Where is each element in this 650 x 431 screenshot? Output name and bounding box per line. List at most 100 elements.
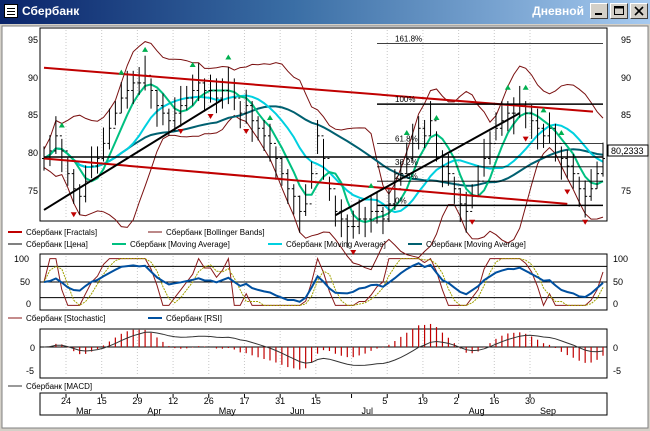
uptrend-line bbox=[43, 98, 223, 211]
oscillator-y-axis: 100 50 0 100 50 0 bbox=[14, 254, 628, 309]
time-month-label: Jun bbox=[290, 406, 305, 416]
price-panel[interactable] bbox=[39, 27, 608, 222]
time-day-label: 16 bbox=[489, 396, 499, 406]
fractal-up-marker bbox=[58, 122, 65, 128]
fractal-down-marker bbox=[564, 189, 571, 195]
fibonacci-label: 0% bbox=[395, 196, 407, 205]
fractal-down-marker bbox=[522, 136, 529, 142]
fractal-up-marker bbox=[266, 114, 273, 120]
minimize-icon bbox=[595, 13, 602, 15]
legend-label: Сбербанк [Fractals] bbox=[26, 228, 97, 237]
time-month-label: May bbox=[219, 406, 237, 416]
y-tick: 95 bbox=[621, 35, 631, 45]
time-day-label: 17 bbox=[239, 396, 249, 406]
price-chart: 161.8% 100% 61.8% 38.2% 23.6% 0% bbox=[42, 35, 605, 271]
y-tick: -5 bbox=[613, 366, 621, 376]
stochastic-signal-line bbox=[43, 258, 604, 307]
fractal-down-marker bbox=[469, 219, 476, 225]
close-icon bbox=[634, 6, 644, 16]
support-trendline bbox=[43, 157, 568, 205]
current-price-label: 80,2333 bbox=[611, 146, 644, 156]
fractal-up-marker bbox=[504, 84, 511, 90]
y-tick: 100 bbox=[613, 254, 628, 264]
fractal-up-marker bbox=[403, 130, 410, 136]
fractal-down-marker bbox=[350, 250, 357, 256]
y-tick: 85 bbox=[621, 110, 631, 120]
y-tick: 50 bbox=[20, 277, 30, 287]
y-tick: 85 bbox=[28, 110, 38, 120]
time-month-label: Apr bbox=[147, 406, 161, 416]
price-legend: Сбербанк [Fractals] Сбербанк [Bollinger … bbox=[8, 228, 526, 249]
fractal-down-marker bbox=[207, 113, 214, 119]
y-tick: 0 bbox=[613, 343, 618, 353]
legend-label: Сбербанк [Stochastic] bbox=[26, 314, 106, 323]
uptrend-line-2 bbox=[334, 112, 521, 217]
maximize-button[interactable] bbox=[610, 3, 628, 19]
close-button[interactable] bbox=[630, 3, 648, 19]
y-tick: 0 bbox=[30, 343, 35, 353]
time-month-label: Jul bbox=[362, 406, 374, 416]
fractal-up-marker bbox=[433, 114, 440, 120]
rsi-line bbox=[43, 262, 604, 303]
bollinger-upper-line bbox=[43, 41, 604, 196]
fractal-down-marker bbox=[582, 219, 589, 225]
y-tick: 100 bbox=[14, 254, 29, 264]
minimize-button[interactable] bbox=[590, 3, 608, 19]
current-price-box bbox=[607, 144, 649, 157]
time-day-label: 31 bbox=[275, 396, 285, 406]
time-day-label: 30 bbox=[525, 396, 535, 406]
fractal-down-marker bbox=[243, 129, 250, 135]
fractal-up-marker bbox=[142, 46, 149, 52]
y-tick: 80 bbox=[28, 148, 38, 158]
fractal-up-marker bbox=[225, 54, 232, 60]
fractal-up-marker bbox=[540, 107, 547, 113]
macd-legend: Сбербанк [MACD] bbox=[8, 382, 92, 391]
fibonacci-label: 61.8% bbox=[395, 134, 418, 143]
fractal-up-marker bbox=[368, 182, 375, 188]
time-day-label: 24 bbox=[61, 396, 71, 406]
oscillator-legend: Сбербанк [Stochastic] Сбербанк [RSI] bbox=[8, 314, 222, 323]
fibonacci-label: 23.6% bbox=[395, 172, 418, 181]
fractal-down-marker bbox=[177, 129, 184, 135]
time-axis bbox=[39, 392, 608, 416]
macd-panel[interactable] bbox=[39, 328, 608, 379]
period-label: Дневной bbox=[532, 4, 584, 18]
legend-label: Сбербанк [RSI] bbox=[166, 314, 222, 323]
fractal-up-marker bbox=[558, 130, 565, 136]
fractal-up-marker bbox=[522, 84, 529, 90]
macd-line bbox=[43, 331, 604, 366]
time-day-label: 2 bbox=[454, 396, 459, 406]
y-tick: 75 bbox=[28, 186, 38, 196]
legend-label: Сбербанк [MACD] bbox=[26, 382, 92, 391]
y-tick: 0 bbox=[613, 299, 618, 309]
legend-label: Сбербанк [Bollinger Bands] bbox=[166, 228, 265, 237]
legend-label: Сбербанк [Moving Average] bbox=[426, 240, 526, 249]
window-app-icon[interactable] bbox=[4, 4, 18, 18]
bollinger-lower-line bbox=[43, 114, 604, 271]
fibonacci-label: 38.2% bbox=[395, 158, 418, 167]
time-day-label: 15 bbox=[311, 396, 321, 406]
fractal-down-marker bbox=[70, 212, 77, 218]
time-day-label: 5 bbox=[382, 396, 387, 406]
fibonacci-label: 161.8% bbox=[395, 35, 422, 44]
oscillator-chart bbox=[40, 256, 607, 307]
time-day-label: 12 bbox=[168, 396, 178, 406]
y-tick: -5 bbox=[26, 366, 34, 376]
chart-area[interactable]: 161.8% 100% 61.8% 38.2% 23.6% 0% 95 90 85 80 … bbox=[0, 24, 650, 431]
y-tick: 90 bbox=[621, 73, 631, 83]
y-tick: 90 bbox=[28, 73, 38, 83]
y-tick: 50 bbox=[613, 277, 623, 287]
maximize-icon bbox=[614, 6, 624, 15]
window-title: Сбербанк bbox=[22, 4, 80, 18]
y-tick: 95 bbox=[28, 35, 38, 45]
time-month-label: Sep bbox=[540, 406, 556, 416]
y-tick: 0 bbox=[26, 299, 31, 309]
time-day-label: 29 bbox=[132, 396, 142, 406]
title-bar[interactable]: Сбербанк Дневной bbox=[0, 0, 650, 24]
time-day-label: 15 bbox=[97, 396, 107, 406]
moving-average-long-line bbox=[43, 105, 604, 187]
fractal-up-marker bbox=[189, 62, 196, 68]
y-tick: 75 bbox=[621, 186, 631, 196]
fibonacci-label: 100% bbox=[395, 95, 415, 104]
